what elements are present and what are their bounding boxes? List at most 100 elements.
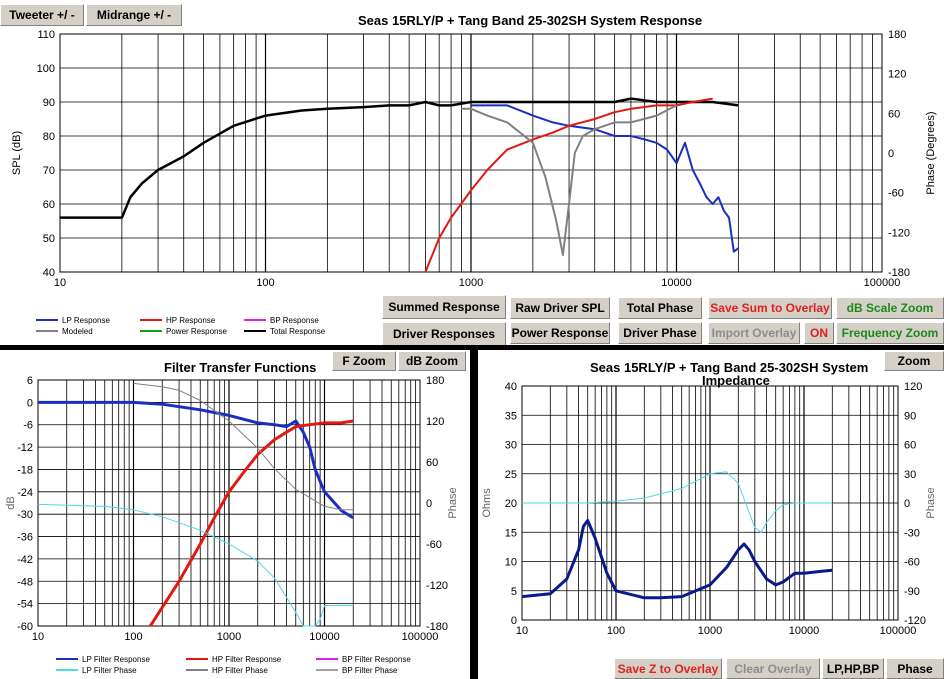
sys-series-lp-response xyxy=(471,104,739,253)
total-phase-button[interactable]: Total Phase xyxy=(618,297,702,319)
filter-x-tick-label: 10000 xyxy=(309,631,340,643)
raw-driver-spl-button[interactable]: Raw Driver SPL xyxy=(510,297,610,319)
sys-legend-label: Power Response xyxy=(166,327,227,336)
imp-y-tick-label: 10 xyxy=(505,557,517,569)
filter-y-tick-label: -36 xyxy=(17,532,33,544)
sys-y-tick-label: 60 xyxy=(43,199,55,211)
imp-y-tick-label: 0 xyxy=(511,615,517,627)
imp-y2-tick-label: 60 xyxy=(904,440,916,452)
imp-plot: 10 100 1000 10000 100000 0 5 10 15 20 25 30 35 40 -120… xyxy=(481,381,937,637)
filter-legend-label: BP Filter Response xyxy=(342,655,411,664)
sys-y2-tick-label: 0 xyxy=(888,148,894,160)
filter-y-tick-label: -12 xyxy=(17,442,33,454)
imp-y2-tick-label: 30 xyxy=(904,469,916,481)
power-response-button[interactable]: Power Response xyxy=(510,322,610,344)
filter-plot: 10 100 1000 10000 10000060-6-12-18-24-30-36-… xyxy=(5,375,459,643)
imp-y2-tick-label: 90 xyxy=(904,410,916,422)
clear-overlay-button[interactable]: Clear Overlay xyxy=(726,658,820,679)
filter-y-axis-label: dB xyxy=(5,496,17,509)
sys-y-tick-label: 90 xyxy=(43,97,55,109)
sys-y-tick-label: 50 xyxy=(43,233,55,245)
panel-divider xyxy=(470,345,478,679)
sys-series-total-response xyxy=(60,97,739,219)
imp-y-tick-label: 25 xyxy=(505,469,517,481)
filter-y-tick-label: -60 xyxy=(17,621,33,633)
filter-series-hp-filter-phase xyxy=(133,382,354,511)
filter-y-tick-label: -6 xyxy=(23,420,33,432)
sys-y2-tick-label: 60 xyxy=(888,108,900,120)
filter-y-tick-label: -48 xyxy=(17,576,33,588)
imp-y2-axis-label: Phase xyxy=(925,487,937,518)
imp-y2-tick-label: -120 xyxy=(904,615,926,627)
filter-db-zoom-button[interactable]: dB Zoom xyxy=(398,351,466,371)
sys-y-tick-label: 80 xyxy=(43,131,55,143)
imp-x-tick-label: 10000 xyxy=(789,625,820,637)
sys-series-hp-response xyxy=(424,97,713,273)
imp-y2-tick-label: -30 xyxy=(904,527,920,539)
filter-title: Filter Transfer Functions xyxy=(164,360,317,375)
sys-y-tick-label: 70 xyxy=(43,165,55,177)
filter-y-tick-label: -54 xyxy=(17,599,33,611)
f-zoom-button[interactable]: F Zoom xyxy=(332,351,396,371)
filter-legend-label: HP Filter Response xyxy=(212,655,282,664)
imp-y-tick-label: 35 xyxy=(505,410,517,422)
save-sum-overlay-button[interactable]: Save Sum to Overlay xyxy=(708,297,832,319)
driver-phase-button[interactable]: Driver Phase xyxy=(618,322,702,344)
db-scale-zoom-button[interactable]: dB Scale Zoom xyxy=(836,297,944,319)
sys-x-tick-label: 1000 xyxy=(459,277,483,289)
sys-x-tick-label: 100 xyxy=(256,277,274,289)
filter-series-lp-filter-phase xyxy=(37,503,354,627)
lp-hp-bp-button[interactable]: LP,HP,BP xyxy=(822,658,884,679)
impedance-zoom-button[interactable]: Zoom xyxy=(884,351,944,371)
imp-y2-tick-label: 0 xyxy=(904,498,910,510)
imp-y2-tick-label: 120 xyxy=(904,381,922,393)
sys-plot: 10 100 1000 10000 100000 40 50 60 70 80 90 100 110 -1… xyxy=(11,29,937,289)
sys-y2-tick-label: -120 xyxy=(888,227,910,239)
sys-x-tick-label: 100000 xyxy=(864,277,901,289)
imp-y-tick-label: 30 xyxy=(505,440,517,452)
filter-y-tick-label: -24 xyxy=(17,487,33,499)
filter-y2-tick-label: 0 xyxy=(426,498,432,510)
filter-y2-tick-label: 60 xyxy=(426,457,438,469)
imp-y-tick-label: 5 xyxy=(511,586,517,598)
filter-y-tick-label: -18 xyxy=(17,464,33,476)
filter-legend-label: BP Filter Phase xyxy=(342,666,398,675)
sys-y2-axis-label: Phase (Degrees) xyxy=(925,111,937,194)
frequency-zoom-button[interactable]: Frequency Zoom xyxy=(836,322,944,344)
filter-y2-tick-label: -120 xyxy=(426,580,448,592)
midrange-button[interactable]: Midrange +/ - xyxy=(86,4,182,26)
phase-button[interactable]: Phase xyxy=(886,658,944,679)
imp-series-phase xyxy=(522,471,833,533)
filter-y2-tick-label: 180 xyxy=(426,375,444,387)
filter-y2-tick-label: 120 xyxy=(426,416,444,428)
filter-x-tick-label: 100000 xyxy=(402,631,439,643)
imp-series-impedance xyxy=(521,519,833,600)
overlay-on-toggle[interactable]: ON xyxy=(804,322,834,344)
sys-y2-tick-label: -180 xyxy=(888,267,910,279)
sys-y-tick-label: 40 xyxy=(43,267,55,279)
imp-x-tick-label: 100 xyxy=(607,625,625,637)
driver-responses-button[interactable]: Driver Responses xyxy=(382,322,506,346)
filter-x-tick-label: 100 xyxy=(124,631,142,643)
summed-response-button[interactable]: Summed Response xyxy=(382,295,506,319)
sys-legend-label: LP Response xyxy=(62,316,110,325)
filter-y2-axis-label: Phase xyxy=(447,487,459,518)
filter-legend-label: LP Filter Response xyxy=(82,655,150,664)
sys-x-tick-label: 10000 xyxy=(661,277,692,289)
sys-y2-tick-label: 120 xyxy=(888,69,906,81)
impedance-title: Seas 15RLY/P + Tang Band 25-302SH System xyxy=(590,360,869,375)
filter-y2-tick-label: -180 xyxy=(426,621,448,633)
sys-x-tick-label: 10 xyxy=(54,277,66,289)
tweeter-button[interactable]: Tweeter +/ - xyxy=(0,4,84,26)
save-z-overlay-button[interactable]: Save Z to Overlay xyxy=(614,658,722,679)
imp-y2-tick-label: -90 xyxy=(904,586,920,598)
filter-y-tick-label: -30 xyxy=(17,509,33,521)
import-overlay-button[interactable]: Import Overlay xyxy=(708,322,800,344)
sys-series-modeled xyxy=(461,104,677,256)
sys-y-tick-label: 100 xyxy=(37,63,55,75)
filter-legend-label: HP Filter Phase xyxy=(212,666,268,675)
filter-x-tick-label: 10 xyxy=(32,631,44,643)
sys-y-axis-label: SPL (dB) xyxy=(11,131,23,175)
filter-y-tick-label: -42 xyxy=(17,554,33,566)
